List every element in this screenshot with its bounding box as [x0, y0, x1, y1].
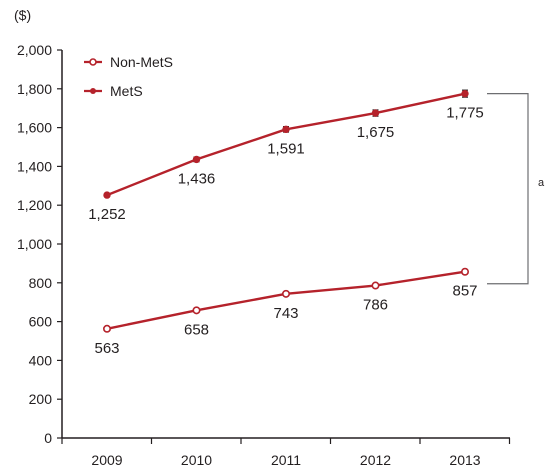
- series-non-mets: 563 658 743 786 857: [94, 267, 478, 357]
- y-tick-label: 400: [29, 352, 53, 368]
- legend-item: MetS: [84, 83, 143, 99]
- y-tick-label: 1,800: [17, 81, 52, 97]
- significance-annotation: a: [538, 177, 545, 189]
- data-point: [192, 155, 201, 164]
- data-label: 658: [184, 321, 209, 338]
- data-label: 1,675: [357, 124, 395, 141]
- data-label: 1,591: [267, 140, 305, 157]
- y-unit-label: ($): [14, 7, 31, 23]
- y-tick-label: 600: [29, 314, 53, 330]
- legend-item: Non-MetS: [84, 54, 173, 70]
- data-point: [192, 306, 201, 315]
- legend-marker: [90, 88, 96, 94]
- data-point: [371, 109, 380, 117]
- legend: Non-MetS MetS: [84, 54, 173, 99]
- data-label: 1,252: [88, 206, 126, 223]
- data-label: 857: [452, 283, 477, 300]
- series-layer: 563 658 743 786 857 1,252 1,436 1,591 1,675 1,775: [88, 89, 484, 357]
- data-label: 786: [363, 297, 388, 314]
- y-tick-label: 1,200: [17, 197, 52, 213]
- series-mets: 1,252 1,436 1,591 1,675 1,775: [88, 89, 484, 223]
- y-tick-label: 0: [44, 430, 52, 446]
- y-tick-label: 1,000: [17, 236, 52, 252]
- data-label: 1,436: [178, 170, 216, 187]
- x-tick-label: 2013: [449, 452, 480, 468]
- legend-marker: [89, 58, 97, 66]
- y-tick-label: 2,000: [17, 42, 52, 58]
- legend-label: Non-MetS: [110, 54, 173, 70]
- data-point: [460, 267, 469, 276]
- data-point: [282, 125, 290, 134]
- y-tick-label: 200: [29, 391, 53, 407]
- x-tick-label: 2011: [271, 452, 301, 468]
- significance-bracket: [487, 93, 529, 285]
- x-tick-label: 2009: [91, 452, 122, 468]
- x-tick-label: 2010: [181, 452, 212, 468]
- data-point: [371, 281, 380, 290]
- data-label: 743: [273, 305, 298, 322]
- bracket-line: [487, 93, 529, 285]
- legend-label: MetS: [110, 83, 143, 99]
- data-label: 1,775: [446, 105, 484, 122]
- y-tick-label: 1,600: [17, 120, 52, 136]
- data-label: 563: [94, 340, 119, 357]
- data-point: [281, 289, 290, 298]
- axes: 0 200 400 600 800 1,000 1,200 1,400 1,600 1,800 2,…: [17, 42, 511, 468]
- y-tick-label: 800: [29, 275, 53, 291]
- data-point: [103, 324, 112, 333]
- data-point: [461, 89, 469, 98]
- x-tick-label: 2012: [360, 452, 391, 468]
- y-tick-label: 1,400: [17, 158, 52, 174]
- data-point: [103, 191, 111, 199]
